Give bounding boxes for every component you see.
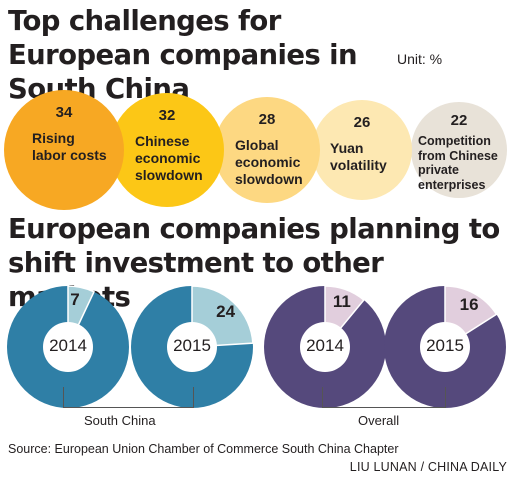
donut-hole bbox=[300, 322, 350, 372]
top-challenges-title: Top challenges for European companies in… bbox=[8, 5, 358, 105]
donut-slice-value: 7 bbox=[70, 290, 80, 310]
shift-investment-title: European companies planning to shift inv… bbox=[8, 213, 500, 313]
challenge-value: 22 bbox=[450, 112, 468, 129]
donut-year-label: 2015 bbox=[173, 336, 211, 355]
donut-year-label: 2014 bbox=[306, 336, 344, 355]
donut-year-label: 2014 bbox=[49, 336, 87, 355]
challenge-bubble: 26 Yuan volatility bbox=[312, 100, 412, 200]
donut-slice-value: 11 bbox=[332, 291, 351, 311]
challenge-bubble: 28 Global economic slowdown bbox=[214, 97, 320, 203]
donut-hole bbox=[43, 322, 93, 372]
unit-label: Unit: % bbox=[397, 51, 443, 67]
credit-line: LIU LUNAN / CHINA DAILY bbox=[349, 460, 507, 474]
challenge-bubble: 32 Chinese economic slowdown bbox=[110, 93, 224, 207]
challenge-label: Chinese economic slowdown bbox=[135, 133, 203, 183]
bracket-overall bbox=[322, 387, 446, 408]
challenge-bubble: 34 Rising labor costs bbox=[4, 90, 124, 210]
challenge-value: 28 bbox=[258, 111, 276, 128]
challenge-label: Global economic slowdown bbox=[235, 137, 303, 187]
challenge-label: Rising labor costs bbox=[32, 130, 107, 163]
challenge-bubble: 22 Competition from Chinese private enter… bbox=[411, 102, 507, 198]
donut-hole bbox=[420, 322, 470, 372]
challenge-label: Competition from Chinese private enterpr… bbox=[418, 134, 498, 192]
donut-charts bbox=[7, 285, 506, 408]
challenge-value: 26 bbox=[353, 114, 371, 131]
donut-year-label: 2015 bbox=[426, 336, 464, 355]
challenge-value: 34 bbox=[55, 104, 73, 121]
bracket-south-china bbox=[63, 387, 194, 408]
donut-hole bbox=[167, 322, 217, 372]
source-note: Source: European Union Chamber of Commer… bbox=[8, 442, 399, 456]
challenge-label: Yuan volatility bbox=[330, 140, 387, 173]
group-label-south-china: South China bbox=[80, 413, 160, 428]
donut-slice-value: 16 bbox=[459, 294, 479, 314]
donut-slice-value: 24 bbox=[216, 301, 236, 321]
challenge-value: 32 bbox=[158, 107, 176, 124]
group-label-overall: Overall bbox=[354, 413, 404, 428]
